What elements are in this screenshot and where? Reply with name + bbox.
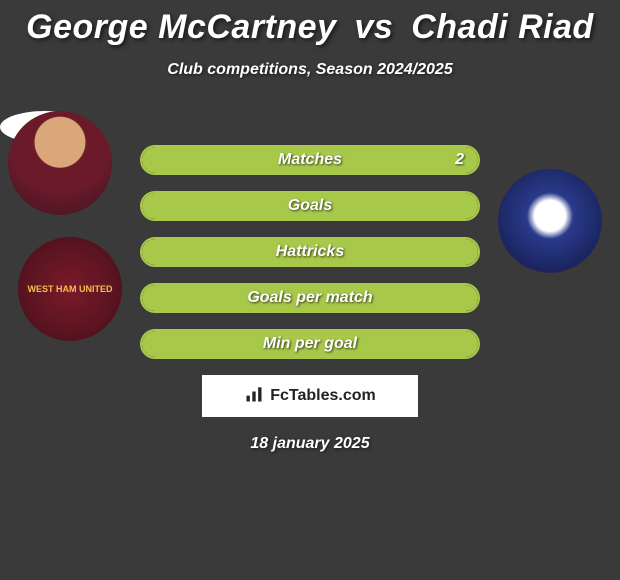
stat-bar-row: Goals — [140, 191, 480, 221]
brand-text: FcTables.com — [270, 387, 376, 405]
stat-bar-row: Matches2 — [140, 145, 480, 175]
stat-bars: Matches2 Goals Hattricks Goals per match Min… — [140, 143, 480, 359]
player1-name: George McCartney — [26, 8, 336, 46]
comparison-title: George McCartney vs Chadi Riad — [0, 0, 620, 47]
bar-label: Min per goal — [142, 331, 478, 357]
stat-bar-row: Hattricks — [140, 237, 480, 267]
stat-bar-row: Min per goal — [140, 329, 480, 359]
player1-avatar — [8, 111, 112, 215]
season-subtitle: Club competitions, Season 2024/2025 — [0, 61, 620, 79]
bar-label: Hattricks — [142, 239, 478, 265]
bar-label: Goals — [142, 193, 478, 219]
bar-chart-icon — [244, 384, 264, 409]
club-left-label: WEST HAM UNITED — [28, 284, 113, 294]
brand-box: FcTables.com — [202, 375, 418, 417]
stat-bar-row: Goals per match — [140, 283, 480, 313]
vs-text: vs — [354, 8, 393, 46]
bar-label: Matches — [142, 147, 478, 173]
bar-value-right: 2 — [455, 147, 464, 173]
player2-name: Chadi Riad — [411, 8, 594, 46]
player2-club-badge — [498, 169, 602, 273]
bar-label: Goals per match — [142, 285, 478, 311]
snapshot-date: 18 january 2025 — [0, 435, 620, 453]
comparison-content: WEST HAM UNITED Matches2 Goals Hattricks Go… — [0, 111, 620, 453]
player1-club-badge: WEST HAM UNITED — [18, 237, 122, 341]
